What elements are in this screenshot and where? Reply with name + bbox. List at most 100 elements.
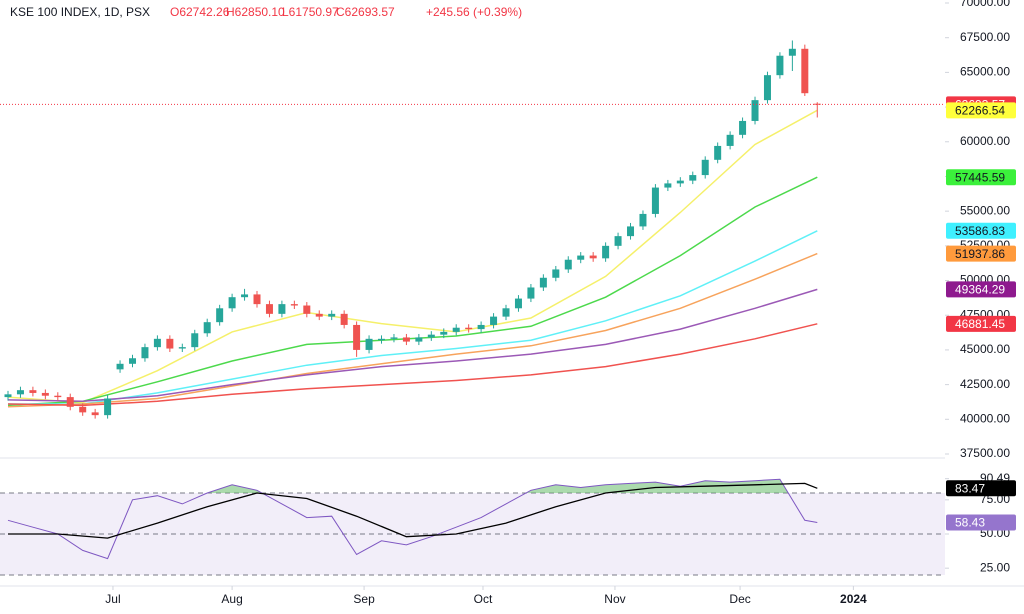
candle-body: [54, 395, 62, 398]
candle-body: [365, 338, 373, 350]
candle-body: [315, 313, 323, 317]
candle-body: [91, 412, 99, 416]
candle-body: [801, 48, 809, 94]
x-tick-label: Dec: [729, 592, 750, 606]
candle-body: [166, 338, 174, 349]
candle-body: [564, 259, 572, 270]
candle-body: [701, 159, 709, 176]
candle-body: [129, 358, 137, 364]
candle-body: [614, 236, 622, 246]
overbought-fill: [207, 479, 789, 493]
candle-body: [527, 287, 535, 299]
candle-body: [452, 327, 460, 332]
candle-body: [514, 298, 522, 309]
candle-body: [813, 103, 821, 105]
moving-average: [8, 230, 818, 405]
candle-body: [552, 269, 560, 278]
series-value-label: 51937.86: [955, 247, 1005, 261]
candle-body: [303, 305, 311, 314]
series-value-label: 49364.29: [955, 283, 1005, 297]
candle-body: [651, 187, 659, 214]
candle-body: [589, 255, 597, 259]
series-value-label-bg: [946, 169, 1016, 186]
candle-body: [751, 100, 759, 121]
y-tick-label: 45000.00: [960, 342, 1010, 356]
y-tick-label: 37500.00: [960, 446, 1010, 460]
candle-body: [253, 294, 261, 305]
candle-body: [216, 308, 224, 323]
candle-body: [228, 297, 236, 309]
candle-body: [639, 213, 647, 227]
candle-body: [178, 347, 186, 349]
candle-body: [265, 304, 273, 314]
moving-average: [7, 109, 818, 404]
series-value-label-bg: [946, 315, 1016, 332]
candle-body: [577, 255, 585, 260]
candle-body: [203, 322, 211, 334]
series-value-label: 58.43: [955, 516, 985, 530]
series-value-label: 83.47: [955, 481, 985, 495]
y-tick-label: 65000.00: [960, 65, 1010, 79]
y-tick-label: 42500.00: [960, 377, 1010, 391]
candle-body: [153, 338, 161, 348]
candle-body: [328, 313, 336, 317]
candle-body: [353, 324, 361, 350]
series-value-label-bg: [946, 514, 1016, 531]
candle-body: [726, 134, 734, 146]
candle-body: [390, 337, 398, 339]
y-tick-label: 40000.00: [960, 411, 1010, 425]
candle-body: [290, 304, 298, 306]
x-tick-label: 2024: [840, 592, 867, 606]
candle-body: [602, 245, 610, 259]
candle-body: [41, 392, 49, 396]
candle-body: [278, 304, 286, 314]
symbol: KSE 100 INDEX, 1D, PSX: [10, 5, 150, 19]
candle-body: [477, 324, 485, 330]
y-tick-label: 60000.00: [960, 134, 1010, 148]
candle-body: [714, 145, 722, 160]
series-value-label: 62266.54: [955, 103, 1005, 117]
y-tick-label: 67500.00: [960, 30, 1010, 44]
candle-body: [402, 337, 410, 342]
candle-body: [627, 226, 635, 237]
x-tick-label: Sep: [353, 592, 375, 606]
candle-body: [676, 180, 684, 184]
candle-body: [141, 347, 149, 359]
candle-body: [415, 337, 423, 342]
candle-body: [191, 333, 199, 348]
moving-average: [7, 288, 818, 403]
series-value-label: 53586.83: [955, 224, 1005, 238]
x-tick-label: Jul: [105, 592, 120, 606]
y-tick-label: 55000.00: [960, 203, 1010, 217]
candle-body: [378, 338, 386, 341]
series-value-label-bg: [946, 281, 1016, 298]
candle-body: [689, 175, 697, 181]
low-value: L61750.97: [282, 5, 339, 19]
candle-body: [776, 55, 784, 76]
y-tick-label: 25.00: [980, 560, 1010, 574]
x-tick-label: Aug: [221, 592, 242, 606]
high-value: H62850.10: [226, 5, 285, 19]
candle-body: [79, 406, 87, 413]
series-value-label: 46881.45: [955, 317, 1005, 331]
candle-body: [427, 334, 435, 338]
candle-body: [340, 313, 348, 325]
plot: 70000.0067500.0065000.0062500.0060000.00…: [0, 0, 1016, 606]
rsi-line: [8, 482, 818, 539]
series-value-label-bg: [946, 245, 1016, 262]
candle-body: [66, 397, 74, 407]
candle-body: [104, 398, 112, 416]
candle-body: [440, 331, 448, 335]
candle-body: [788, 48, 796, 56]
open-value: O62742.26: [170, 5, 230, 19]
candle-body: [29, 390, 37, 393]
candle-body: [664, 183, 672, 188]
x-tick-label: Nov: [604, 592, 625, 606]
series-value-label-bg: [946, 222, 1016, 239]
close-value: C62693.57: [336, 5, 395, 19]
candle-body: [16, 390, 24, 395]
candle-body: [502, 308, 510, 317]
candle-body: [241, 294, 249, 298]
rsi-line: [7, 478, 818, 560]
